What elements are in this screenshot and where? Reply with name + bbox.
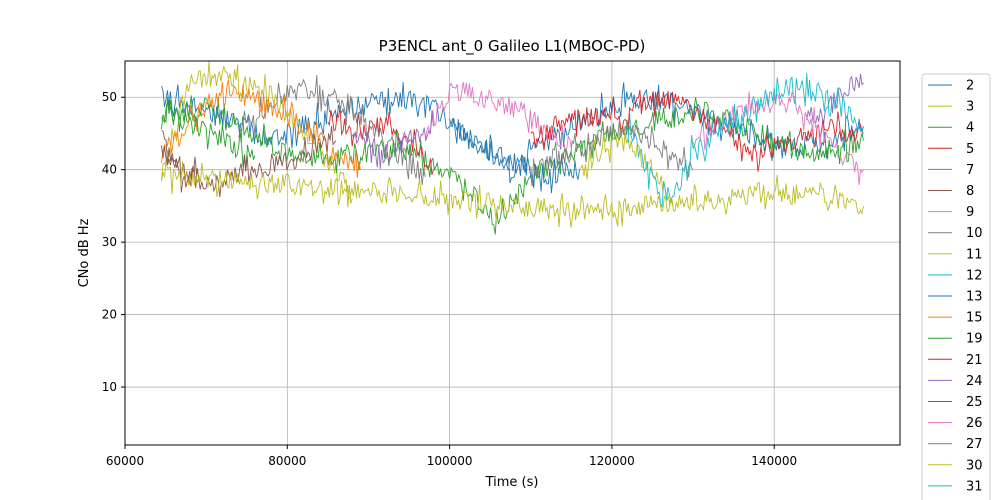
legend-label: 10 [966, 226, 983, 241]
x-tick-label: 120000 [589, 454, 635, 468]
legend-label: 11 [966, 247, 983, 262]
series-line-5 [327, 107, 434, 175]
series-line-4 [161, 95, 864, 235]
legend-label: 27 [966, 437, 983, 452]
series-line-24 [351, 110, 434, 170]
series-line-9 [424, 82, 572, 153]
series-line-27 [530, 121, 694, 187]
y-tick-label: 50 [102, 90, 117, 104]
legend-label: 15 [966, 311, 983, 326]
legend-label: 8 [966, 184, 974, 199]
series-line-13 [449, 118, 580, 194]
x-tick-label: 80000 [268, 454, 306, 468]
y-tick-label: 10 [102, 380, 117, 394]
legend-label: 4 [966, 121, 974, 136]
legend-label: 24 [966, 374, 983, 389]
legend-label: 5 [966, 142, 974, 157]
x-tick-label: 100000 [427, 454, 473, 468]
series-line-30 [161, 160, 864, 228]
series-line-26 [692, 91, 864, 186]
legend-label: 21 [966, 353, 983, 368]
axes-frame [124, 60, 901, 446]
chart-title: P3ENCL ant_0 Galileo L1(MBOC-PD) [379, 37, 646, 56]
legend-label: 2 [966, 79, 974, 94]
plot-area [161, 61, 864, 235]
series-line-19 [161, 97, 256, 168]
legend-label: 9 [966, 205, 974, 220]
legend: 2 3 4 5 7 8 9 10 11 12 13 15 19 21 24 25 26 27 30 31 [921, 73, 991, 500]
legend-label: 25 [966, 395, 983, 410]
x-tick-label: 60000 [106, 454, 144, 468]
x-tick-label: 140000 [751, 454, 797, 468]
legend-label: 12 [966, 268, 983, 283]
y-tick-label: 40 [102, 163, 117, 177]
y-axis-label: CNo dB Hz [77, 218, 92, 287]
y-tick-label: 30 [102, 235, 117, 249]
legend-label: 31 [966, 479, 983, 494]
x-axis-label: Time (s) [485, 475, 539, 490]
series-line-21 [530, 90, 864, 172]
y-tick-label: 20 [102, 308, 117, 322]
legend-label: 30 [966, 458, 983, 473]
legend-label: 19 [966, 332, 983, 347]
legend-box [921, 73, 991, 500]
legend-label: 3 [966, 100, 974, 115]
legend-label: 26 [966, 416, 983, 431]
legend-label: 13 [966, 290, 983, 305]
series-line-11 [579, 126, 674, 207]
ticks: 60000 80000 100000 120000 140000 10 20 30 40 50 [102, 90, 797, 468]
series-line-12 [627, 112, 694, 208]
legend-label: 7 [966, 163, 974, 178]
series-line-31 [692, 73, 864, 162]
grid [124, 61, 900, 445]
